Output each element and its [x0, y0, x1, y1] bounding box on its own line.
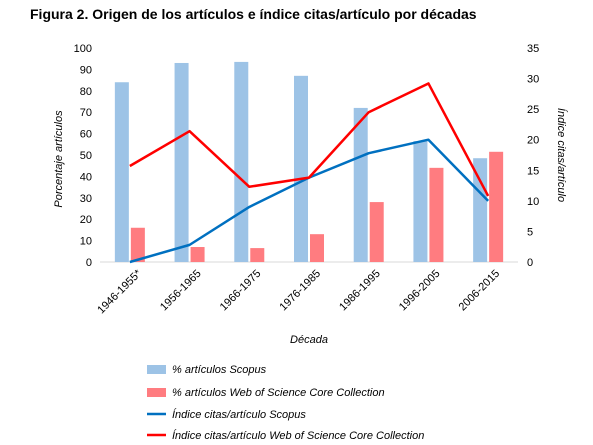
legend-swatch: [147, 365, 166, 374]
x-tick-label: 1976-1985: [277, 268, 323, 314]
legend-label: Índice citas/artículo Scopus: [172, 408, 306, 421]
y-tick-label: 80: [80, 86, 92, 98]
bar-scopus: [413, 141, 428, 262]
y-tick-label: 0: [86, 257, 92, 269]
y2-tick-label: 0: [527, 257, 533, 269]
y2-tick-label: 35: [527, 43, 539, 55]
y-tick-label: 40: [80, 171, 92, 183]
y-axis-title: Porcentaje artículos: [53, 110, 65, 208]
legend-label: Índice citas/artículo Web of Science Cor…: [172, 429, 424, 442]
y-tick-label: 100: [74, 43, 92, 55]
y-tick-label: 30: [80, 193, 92, 205]
bar-scopus: [234, 61, 249, 262]
y2-tick-label: 10: [527, 196, 539, 208]
y2-tick-label: 15: [527, 165, 539, 177]
legend-label: % artículos Scopus: [172, 364, 267, 376]
series-line-wos: [129, 82, 490, 197]
y2-tick-label: 5: [527, 226, 533, 238]
bar-wos: [190, 247, 205, 262]
x-tick-label: 1956-1965: [158, 268, 204, 314]
legend-label: % artículos Web of Science Core Collecti…: [172, 387, 385, 399]
y2-axis-title: Índice citas/artículo: [555, 108, 568, 202]
legend-swatch: [147, 388, 166, 397]
bar-scopus: [174, 62, 189, 263]
bar-wos: [429, 167, 444, 262]
y2-tick-label: 25: [527, 104, 539, 116]
y2-tick-label: 20: [527, 135, 539, 147]
x-tick-label: 1986-1995: [337, 268, 383, 314]
x-tick-label: 1996-2005: [397, 268, 443, 314]
y-tick-label: 50: [80, 150, 92, 162]
bar-scopus: [353, 107, 368, 262]
y-tick-label: 90: [80, 64, 92, 76]
bar-wos: [369, 202, 384, 262]
y2-tick-label: 30: [527, 74, 539, 86]
y-tick-label: 70: [80, 107, 92, 119]
bar-wos: [310, 234, 324, 262]
x-tick-label: 1946-1955*: [95, 267, 144, 316]
y-tick-label: 20: [80, 214, 92, 226]
bar-wos: [130, 227, 145, 262]
y-tick-label: 10: [80, 236, 92, 248]
bar-scopus: [114, 82, 129, 263]
bar-wos: [250, 248, 265, 262]
bar-scopus: [294, 75, 308, 262]
bar-wos: [489, 151, 504, 262]
x-axis-title: Década: [290, 334, 328, 346]
chart-title: Figura 2. Origen de los artículos e índi…: [30, 6, 477, 22]
y-tick-label: 60: [80, 129, 92, 141]
x-tick-label: 1966-1975: [218, 268, 264, 314]
bar-scopus: [473, 158, 488, 262]
x-tick-label: 2006-2015: [457, 268, 503, 314]
